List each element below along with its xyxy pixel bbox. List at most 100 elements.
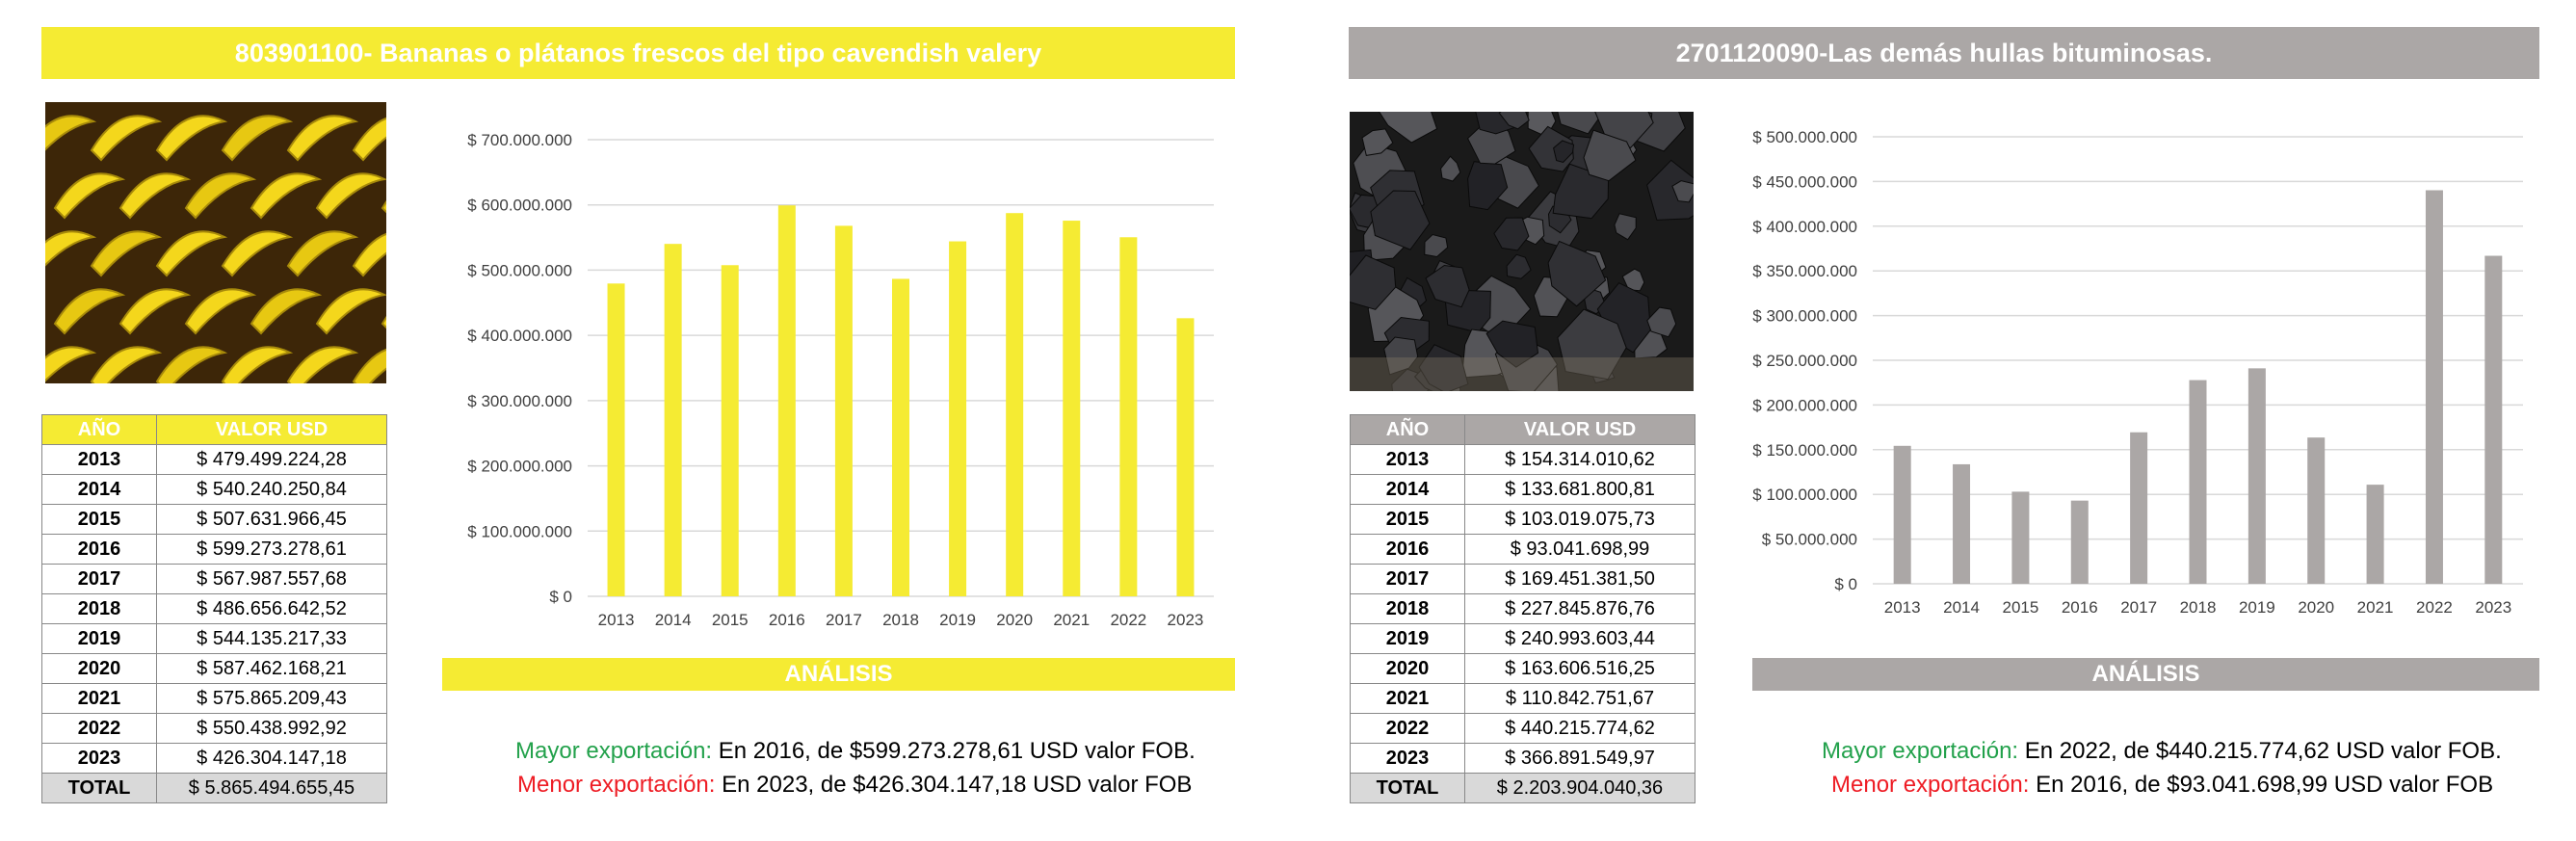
bar-2018 — [2189, 380, 2207, 584]
table-row: 2020 $ 587.462.168,21 — [41, 653, 387, 684]
banana-shape — [45, 230, 97, 267]
table-header-year: AÑO — [1350, 414, 1465, 445]
table-cell-year: 2015 — [1350, 504, 1465, 535]
table-cell-year: 2014 — [41, 474, 157, 505]
table-row: 2015 $ 507.631.966,45 — [41, 504, 387, 535]
bar-2019 — [949, 241, 967, 596]
x-tick-label: 2015 — [712, 611, 749, 629]
banana-image — [45, 102, 386, 383]
table-cell-year: 2021 — [1350, 683, 1465, 714]
y-tick-label: $ 150.000.000 — [1752, 441, 1857, 460]
table-cell-year: 2018 — [1350, 593, 1465, 624]
coal-lump — [1493, 217, 1530, 251]
coal-lump — [1370, 190, 1431, 250]
x-tick-label: 2019 — [939, 611, 976, 629]
table-cell-value: $ 163.606.516,25 — [1464, 653, 1695, 684]
coal-lump — [1553, 140, 1575, 164]
bar-2013 — [1893, 445, 1911, 584]
x-tick-label: 2021 — [2357, 598, 2394, 617]
x-tick-label: 2019 — [2239, 598, 2275, 617]
table-cell-value: $ 544.135.217,33 — [156, 623, 387, 654]
coal-lump — [1557, 112, 1601, 135]
left-mayor-note: Mayor exportación: En 2016, de $599.273.… — [515, 738, 1196, 765]
x-tick-label: 2017 — [2120, 598, 2157, 617]
y-tick-label: $ 50.000.000 — [1762, 531, 1857, 549]
banana-shape — [53, 288, 126, 335]
x-tick-label: 2014 — [655, 611, 692, 629]
table-cell-year: 2022 — [41, 713, 157, 744]
banana-shape — [184, 172, 257, 220]
banana-shape — [250, 172, 323, 220]
table-cell-value: $ 103.019.075,73 — [1464, 504, 1695, 535]
y-tick-label: $ 500.000.000 — [1752, 128, 1857, 146]
table-header-year: AÑO — [41, 414, 157, 445]
coal-lump — [1361, 128, 1394, 156]
table-row: 2022 $ 550.438.992,92 — [41, 713, 387, 744]
bar-2021 — [1063, 221, 1081, 596]
table-row: 2014 $ 540.240.250,84 — [41, 474, 387, 505]
x-tick-label: 2023 — [1168, 611, 1204, 629]
banana-shape — [352, 117, 386, 162]
table-total-row: TOTAL $ 2.203.904.040,36 — [1350, 773, 1695, 803]
x-tick-label: 2016 — [2062, 598, 2098, 617]
table-cell-year: 2023 — [41, 743, 157, 774]
banana-shape — [90, 346, 163, 383]
table-cell-value: $ 479.499.224,28 — [156, 444, 387, 475]
table-row: 2013 $ 154.314.010,62 — [1350, 444, 1695, 475]
banana-shape — [155, 115, 228, 162]
bar-2019 — [2247, 368, 2266, 584]
banana-shape — [286, 115, 359, 162]
y-tick-label: $ 300.000.000 — [1752, 307, 1857, 326]
table-cell-year: 2022 — [1350, 713, 1465, 744]
table-cell-value: $ 154.314.010,62 — [1464, 444, 1695, 475]
right-analysis-bar: ANÁLISIS — [1752, 658, 2539, 691]
left-mayor-label: Mayor exportación: — [515, 738, 713, 764]
banana-shape — [352, 348, 386, 383]
left-analysis-bar: ANÁLISIS — [442, 658, 1235, 691]
table-cell-year: 2013 — [41, 444, 157, 475]
banana-shape — [155, 230, 228, 277]
y-tick-label: $ 100.000.000 — [467, 522, 572, 540]
bar-2022 — [2425, 190, 2443, 584]
left-bar-chart: $ 0 $ 100.000.000 $ 200.000.000 $ 300.000.0… — [467, 131, 1214, 629]
banana-shape — [250, 288, 323, 335]
table-cell-year: 2023 — [1350, 743, 1465, 774]
banana-shape — [315, 172, 386, 220]
table-row: 2017 $ 567.987.557,68 — [41, 564, 387, 594]
table-cell-year: 2017 — [1350, 564, 1465, 594]
table-cell-value: $ 550.438.992,92 — [156, 713, 387, 744]
left-mayor-text: En 2016, de $599.273.278,61 USD valor FO… — [712, 738, 1196, 764]
bar-2018 — [892, 278, 909, 596]
left-menor-text: En 2023, de $426.304.147,18 USD valor FO… — [715, 772, 1193, 798]
table-cell-value: $ 567.987.557,68 — [156, 564, 387, 594]
table-cell-year: 2019 — [41, 623, 157, 654]
banana-shape — [381, 200, 386, 214]
banana-shape — [221, 346, 294, 383]
table-cell-year: 2017 — [41, 564, 157, 594]
right-title-banner: 2701120090-Las demás hullas bituminosas. — [1349, 27, 2539, 79]
x-tick-label: 2020 — [2298, 598, 2334, 617]
bar-2015 — [2011, 491, 2030, 584]
banana-shape — [286, 346, 359, 383]
x-tick-label: 2013 — [598, 611, 635, 629]
table-header-value: VALOR USD — [1464, 414, 1695, 445]
table-cell-value: $ 575.865.209,43 — [156, 683, 387, 714]
table-cell-value: $ 110.842.751,67 — [1464, 683, 1695, 714]
y-tick-label: $ 700.000.000 — [467, 131, 572, 149]
table-row: 2022 $ 440.215.774,62 — [1350, 713, 1695, 744]
x-tick-label: 2017 — [826, 611, 862, 629]
right-mayor-label: Mayor exportación: — [1822, 738, 2019, 764]
table-cell-value: $ 440.215.774,62 — [1464, 713, 1695, 744]
table-row: 2016 $ 93.041.698,99 — [1350, 534, 1695, 565]
table-cell-year: 2021 — [41, 683, 157, 714]
table-cell-value: $ 366.891.549,97 — [1464, 743, 1695, 774]
banana-shape — [45, 346, 97, 382]
y-tick-label: $ 450.000.000 — [1752, 172, 1857, 191]
coal-lump — [1547, 240, 1607, 307]
banana-shape — [155, 346, 228, 383]
banana-shape — [381, 316, 386, 329]
right-value-table: AÑO VALOR USD 2013 $ 154.314.010,62 2014 $ … — [1350, 414, 1695, 803]
table-row: 2013 $ 479.499.224,28 — [41, 444, 387, 475]
x-tick-label: 2022 — [1110, 611, 1146, 629]
x-tick-label: 2020 — [996, 611, 1033, 629]
